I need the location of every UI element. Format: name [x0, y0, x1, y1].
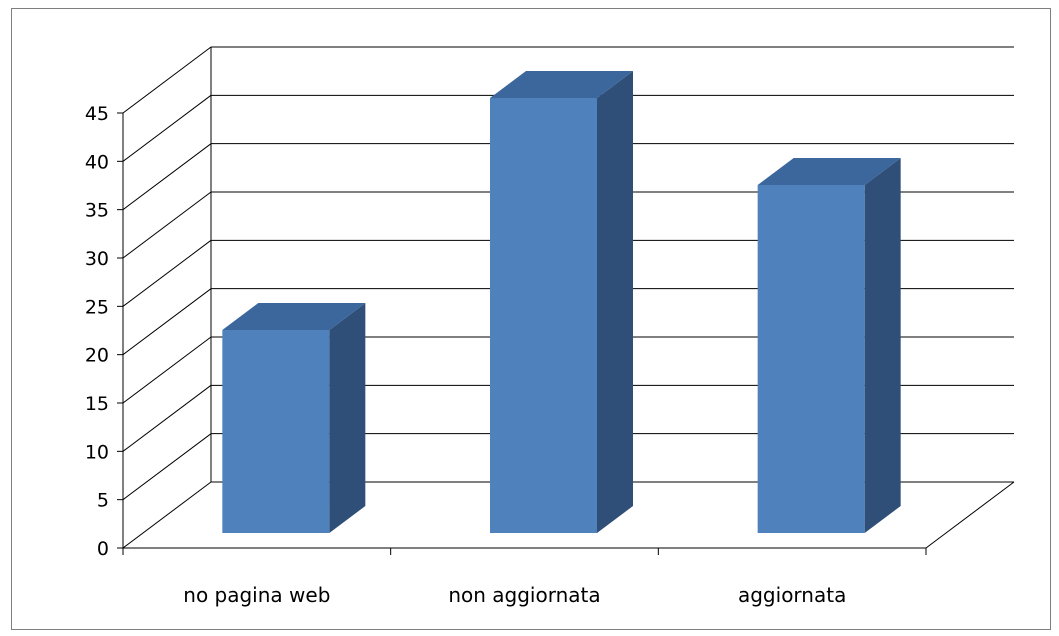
bar-front	[222, 330, 330, 533]
y-tick-label: 45	[85, 103, 109, 125]
floor-right-edge	[925, 481, 1015, 549]
y-tick-label: 40	[85, 151, 109, 173]
y-tick-label: 35	[85, 200, 109, 222]
x-category-label: non aggiornata	[448, 583, 600, 607]
bar-side	[597, 71, 633, 533]
gridline-side-25	[122, 239, 212, 307]
x-category-label: aggiornata	[738, 583, 846, 607]
gridline-side-45	[122, 46, 212, 114]
axes	[117, 112, 927, 555]
gridline-side-30	[122, 191, 212, 259]
bar-2	[757, 158, 901, 533]
x-category-label: no pagina web	[183, 583, 330, 607]
bar-front	[757, 185, 865, 533]
y-tick-label: 30	[85, 248, 109, 270]
bars	[222, 71, 901, 533]
bar-front	[490, 98, 597, 533]
gridline-side-40	[122, 94, 212, 162]
bar-top	[222, 303, 366, 330]
gridline-side-35	[122, 143, 212, 211]
y-tick-label: 0	[97, 538, 109, 560]
bar-side	[864, 158, 901, 533]
bar-side	[329, 303, 366, 533]
x-category-labels: no pagina web non aggiornata aggiornata	[183, 583, 846, 607]
y-tick-labels: 0 5 10 15 20 25 30 35 40 45	[85, 103, 109, 560]
gridline-side-0	[122, 481, 212, 549]
y-tick-label: 5	[97, 490, 109, 512]
y-tick-label: 10	[85, 441, 109, 463]
chart-walls	[210, 47, 1015, 549]
bar-top	[757, 158, 901, 185]
gridline-side-15	[122, 336, 212, 404]
y-tick-label: 25	[85, 296, 109, 318]
gridline-side-5	[122, 433, 212, 501]
y-tick-label: 20	[85, 345, 109, 367]
bar-1	[490, 71, 633, 533]
y-tick-label: 15	[85, 393, 109, 415]
gridline-side-20	[122, 288, 212, 356]
bar-top	[490, 71, 633, 98]
gridline-side-10	[122, 384, 212, 452]
bar-0	[222, 303, 366, 533]
